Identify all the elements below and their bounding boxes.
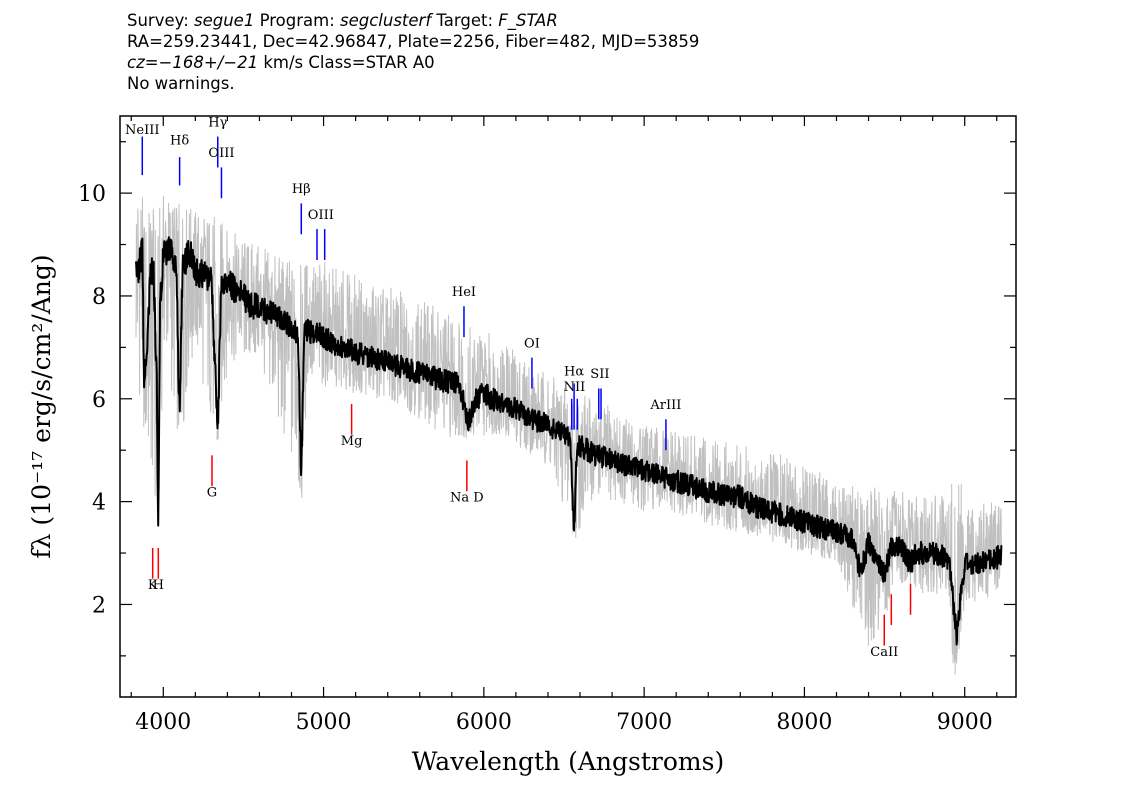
class-value: km/s Class=STAR A0: [258, 53, 435, 72]
spectral-line-label: SII: [590, 367, 609, 382]
y-tick-label: 8: [92, 285, 106, 310]
spectral-line-label: Hβ: [292, 182, 311, 197]
x-tick-label: 6000: [456, 710, 512, 735]
spectral-line-label: OI: [524, 336, 540, 351]
spectral-line-label: Hδ: [170, 133, 189, 148]
redshift-value: cz=−168+/−21: [127, 53, 259, 72]
spectral-line-label: Mg: [341, 434, 363, 449]
x-tick-label: 9000: [937, 710, 993, 735]
program-name: segclusterf: [340, 11, 432, 30]
spectrum-header: Survey: segue1 Program: segclusterf Targ…: [127, 10, 699, 94]
plot-axes: 4000 5000 6000 7000 8000 9000 2 4 6 8 10: [78, 115, 1017, 735]
y-tick-label: 6: [92, 388, 106, 413]
noise-line: [135, 195, 1002, 675]
flux-line: [135, 236, 1003, 646]
survey-name: segue1: [194, 11, 255, 30]
y-tick-label: 10: [78, 182, 106, 207]
noise-band: [135, 195, 1002, 675]
spectral-line-label: OIII: [208, 146, 234, 161]
x-tick-label: 7000: [616, 710, 672, 735]
spectral-line-label: K: [148, 578, 158, 593]
header-line-coordinates: RA=259.23441, Dec=42.96847, Plate=2256, …: [127, 32, 700, 51]
spectral-line-label: H: [153, 578, 164, 593]
header-line-survey: Survey: segue1 Program: segclusterf Targ…: [127, 11, 558, 30]
header-line-redshift: cz=−168+/−21 km/s Class=STAR A0: [127, 52, 699, 73]
y-axis-title: fλ (10⁻¹⁷ erg/s/cm²/Ang): [27, 254, 56, 558]
x-tick-label: 4000: [135, 710, 191, 735]
header-line-warnings: No warnings.: [127, 74, 235, 93]
spectral-line-label: CaII: [870, 645, 898, 660]
x-tick-label: 8000: [776, 710, 832, 735]
spectral-line-label: Hα: [564, 365, 584, 380]
spectral-line-label: ArIII: [649, 398, 681, 413]
plot-frame: [119, 115, 1017, 698]
x-axis-title: Wavelength (Angstroms): [412, 747, 724, 776]
spectral-line-label: G: [207, 485, 217, 500]
spectral-line-label: Hγ: [208, 115, 227, 130]
spectral-line-label: OIII: [308, 208, 334, 223]
y-tick-label: 2: [92, 593, 106, 618]
x-tick-label: 5000: [296, 710, 352, 735]
spectral-line-label: NeIII: [125, 123, 159, 138]
target-name: F_STAR: [498, 11, 558, 30]
spectral-line-label: HeI: [452, 285, 476, 300]
spectral-line-label: NII: [564, 380, 586, 395]
y-tick-label: 4: [92, 491, 106, 516]
flux-series: [135, 236, 1003, 646]
spectral-line-label: Na D: [450, 491, 484, 506]
